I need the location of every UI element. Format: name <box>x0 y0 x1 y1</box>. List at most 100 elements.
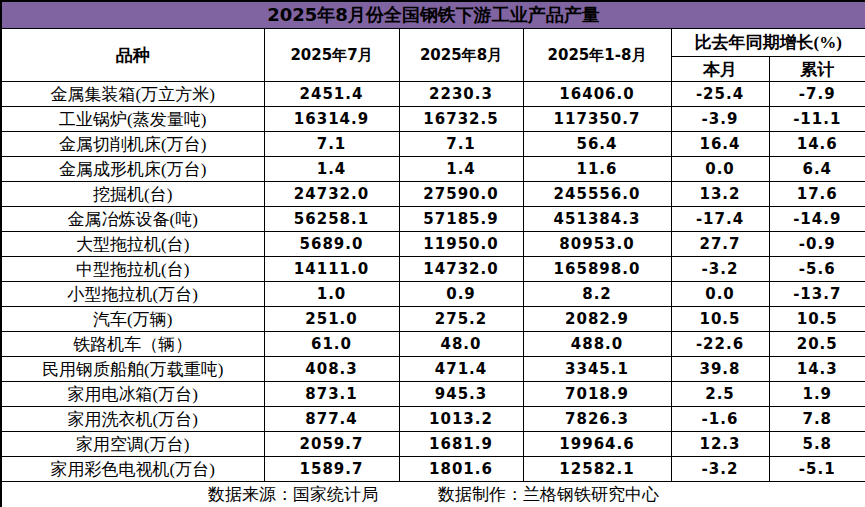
header-yoy-month: 本月 <box>671 57 769 82</box>
table-row: 金属集装箱(万立方米) 2451.4 2230.3 16406.0 -25.4 … <box>1 82 865 107</box>
value-yoy-month-cell: -3.2 <box>671 457 769 482</box>
value-aug-cell: 16732.5 <box>399 107 523 132</box>
value-aug-cell: 0.9 <box>399 282 523 307</box>
value-jul-cell: 408.3 <box>264 357 399 382</box>
value-yoy-month-cell: 13.2 <box>671 182 769 207</box>
value-jul-cell: 56258.1 <box>264 207 399 232</box>
product-name-cell: 家用彩色电视机(万台) <box>1 457 264 482</box>
value-yoy-cum-cell: 10.5 <box>769 307 865 332</box>
value-yoy-cum-cell: 20.5 <box>769 332 865 357</box>
product-name-cell: 铁路机车（辆） <box>1 332 264 357</box>
value-yoy-cum-cell: 6.4 <box>769 157 865 182</box>
table-row: 汽车(万辆) 251.0 275.2 2082.9 10.5 10.5 <box>1 307 865 332</box>
product-name-cell: 家用空调(万台) <box>1 432 264 457</box>
value-yoy-cum-cell: -0.9 <box>769 232 865 257</box>
value-yoy-cum-cell: 1.9 <box>769 382 865 407</box>
value-jan-aug-cell: 19964.6 <box>523 432 671 457</box>
value-jul-cell: 251.0 <box>264 307 399 332</box>
value-jul-cell: 1589.7 <box>264 457 399 482</box>
value-yoy-month-cell: -1.6 <box>671 407 769 432</box>
value-aug-cell: 2230.3 <box>399 82 523 107</box>
value-yoy-cum-cell: 14.6 <box>769 132 865 157</box>
value-aug-cell: 471.4 <box>399 357 523 382</box>
value-jul-cell: 877.4 <box>264 407 399 432</box>
table-row: 挖掘机(台) 24732.0 27590.0 245556.0 13.2 17.… <box>1 182 865 207</box>
title-row: 2025年8月份全国钢铁下游工业产品产量 <box>1 1 865 29</box>
value-jul-cell: 14111.0 <box>264 257 399 282</box>
table-row: 金属切削机床(万台) 7.1 7.1 56.4 16.4 14.6 <box>1 132 865 157</box>
table-row: 家用空调(万台) 2059.7 1681.9 19964.6 12.3 5.8 <box>1 432 865 457</box>
table-row: 家用洗衣机(万台) 877.4 1013.2 7826.3 -1.6 7.8 <box>1 407 865 432</box>
value-jul-cell: 24732.0 <box>264 182 399 207</box>
product-name-cell: 工业锅炉(蒸发量吨) <box>1 107 264 132</box>
value-jan-aug-cell: 8.2 <box>523 282 671 307</box>
value-jan-aug-cell: 451384.3 <box>523 207 671 232</box>
data-source-note: 数据来源：国家统计局 <box>208 485 378 504</box>
value-aug-cell: 57185.9 <box>399 207 523 232</box>
product-name-cell: 挖掘机(台) <box>1 182 264 207</box>
product-name-cell: 中型拖拉机(台) <box>1 257 264 282</box>
data-producer-note: 数据制作：兰格钢铁研究中心 <box>438 485 659 504</box>
value-jul-cell: 7.1 <box>264 132 399 157</box>
value-aug-cell: 7.1 <box>399 132 523 157</box>
value-jul-cell: 61.0 <box>264 332 399 357</box>
table-row: 小型拖拉机(万台) 1.0 0.9 8.2 0.0 -13.7 <box>1 282 865 307</box>
value-yoy-cum-cell: -5.6 <box>769 257 865 282</box>
value-jan-aug-cell: 488.0 <box>523 332 671 357</box>
header-jul-2025: 2025年7月 <box>264 29 399 82</box>
value-aug-cell: 945.3 <box>399 382 523 407</box>
value-jan-aug-cell: 11.6 <box>523 157 671 182</box>
value-yoy-month-cell: 0.0 <box>671 157 769 182</box>
footer-cell: 数据来源：国家统计局 数据制作：兰格钢铁研究中心 <box>1 482 865 507</box>
value-aug-cell: 275.2 <box>399 307 523 332</box>
value-yoy-cum-cell: -5.1 <box>769 457 865 482</box>
header-yoy-group: 比去年同期增长(%) <box>671 29 865 57</box>
value-yoy-cum-cell: -7.9 <box>769 82 865 107</box>
value-yoy-month-cell: 12.3 <box>671 432 769 457</box>
value-yoy-month-cell: 27.7 <box>671 232 769 257</box>
value-jul-cell: 16314.9 <box>264 107 399 132</box>
value-yoy-cum-cell: 5.8 <box>769 432 865 457</box>
value-jan-aug-cell: 16406.0 <box>523 82 671 107</box>
value-jan-aug-cell: 80953.0 <box>523 232 671 257</box>
value-yoy-month-cell: -25.4 <box>671 82 769 107</box>
header-yoy-cumulative: 累计 <box>769 57 865 82</box>
value-yoy-cum-cell: -11.1 <box>769 107 865 132</box>
value-yoy-month-cell: 10.5 <box>671 307 769 332</box>
value-yoy-month-cell: -22.6 <box>671 332 769 357</box>
product-name-cell: 金属集装箱(万立方米) <box>1 82 264 107</box>
value-yoy-cum-cell: 14.3 <box>769 357 865 382</box>
production-table: 2025年8月份全国钢铁下游工业产品产量 品种 2025年7月 2025年8月 … <box>0 0 865 507</box>
value-jan-aug-cell: 7018.9 <box>523 382 671 407</box>
value-yoy-month-cell: -3.2 <box>671 257 769 282</box>
value-jan-aug-cell: 165898.0 <box>523 257 671 282</box>
value-jul-cell: 2059.7 <box>264 432 399 457</box>
product-name-cell: 家用洗衣机(万台) <box>1 407 264 432</box>
header-jan-aug-2025: 2025年1-8月 <box>523 29 671 82</box>
value-aug-cell: 1801.6 <box>399 457 523 482</box>
table-row: 工业锅炉(蒸发量吨) 16314.9 16732.5 117350.7 -3.9… <box>1 107 865 132</box>
report-sheet: 2025年8月份全国钢铁下游工业产品产量 品种 2025年7月 2025年8月 … <box>0 0 865 507</box>
value-jan-aug-cell: 56.4 <box>523 132 671 157</box>
table-row: 民用钢质船舶(万载重吨) 408.3 471.4 3345.1 39.8 14.… <box>1 357 865 382</box>
value-jul-cell: 2451.4 <box>264 82 399 107</box>
table-row: 家用彩色电视机(万台) 1589.7 1801.6 12582.1 -3.2 -… <box>1 457 865 482</box>
value-yoy-cum-cell: 7.8 <box>769 407 865 432</box>
table-row: 铁路机车（辆） 61.0 48.0 488.0 -22.6 20.5 <box>1 332 865 357</box>
value-aug-cell: 27590.0 <box>399 182 523 207</box>
product-name-cell: 金属冶炼设备(吨) <box>1 207 264 232</box>
value-yoy-month-cell: -3.9 <box>671 107 769 132</box>
table-row: 金属成形机床(万台) 1.4 1.4 11.6 0.0 6.4 <box>1 157 865 182</box>
value-jul-cell: 5689.0 <box>264 232 399 257</box>
value-jan-aug-cell: 117350.7 <box>523 107 671 132</box>
product-name-cell: 金属成形机床(万台) <box>1 157 264 182</box>
product-name-cell: 汽车(万辆) <box>1 307 264 332</box>
table-row: 金属冶炼设备(吨) 56258.1 57185.9 451384.3 -17.4… <box>1 207 865 232</box>
product-name-cell: 小型拖拉机(万台) <box>1 282 264 307</box>
footer-row: 数据来源：国家统计局 数据制作：兰格钢铁研究中心 <box>1 482 865 507</box>
header-product: 品种 <box>1 29 264 82</box>
value-aug-cell: 1.4 <box>399 157 523 182</box>
table-row: 中型拖拉机(台) 14111.0 14732.0 165898.0 -3.2 -… <box>1 257 865 282</box>
product-name-cell: 金属切削机床(万台) <box>1 132 264 157</box>
header-aug-2025: 2025年8月 <box>399 29 523 82</box>
